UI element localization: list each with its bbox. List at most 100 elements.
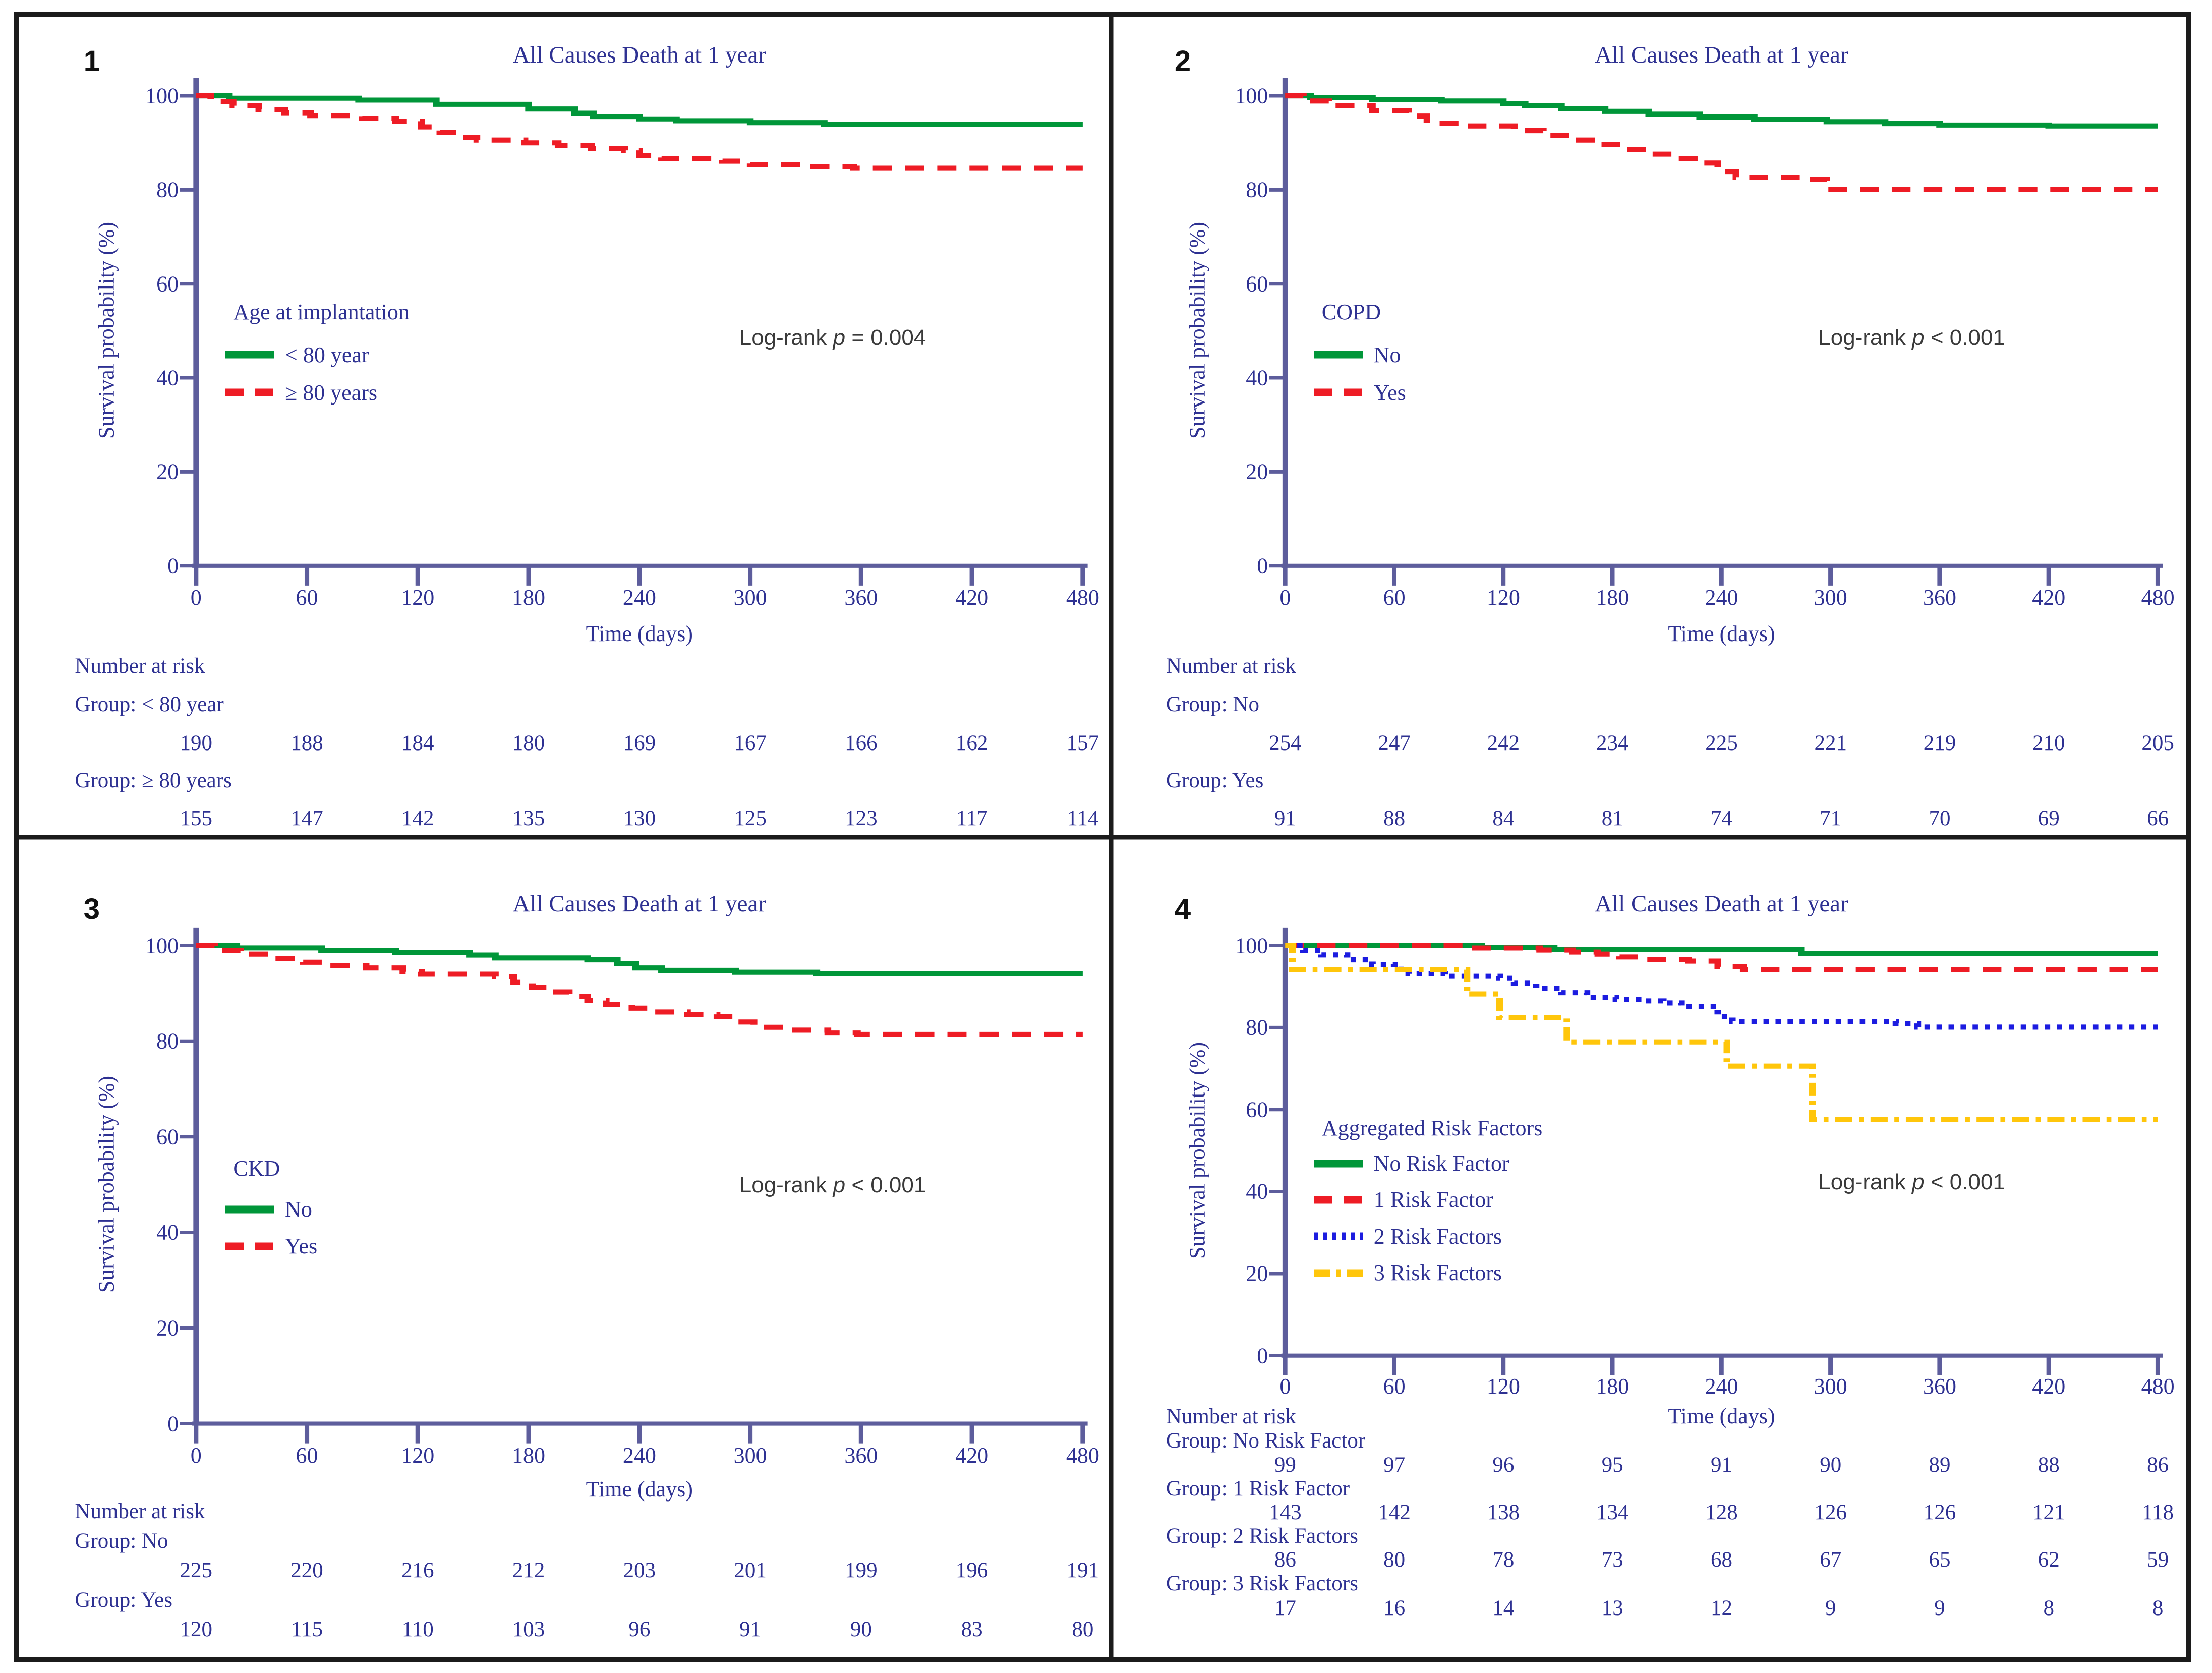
x-tick-label: 420 xyxy=(2032,1374,2066,1399)
risk-count: 143 xyxy=(1269,1500,1302,1524)
risk-count: 73 xyxy=(1601,1548,1623,1572)
risk-count: 69 xyxy=(2038,806,2060,831)
y-tick-label: 40 xyxy=(1246,365,1268,390)
x-tick-label: 480 xyxy=(1066,585,1099,610)
risk-count: 254 xyxy=(1269,731,1302,755)
risk-count: 74 xyxy=(1710,806,1732,831)
risk-count: 234 xyxy=(1596,731,1629,755)
number-at-risk-heading: Number at risk xyxy=(1166,654,1296,678)
panel-number: 4 xyxy=(1174,892,1191,926)
risk-count: 71 xyxy=(1820,806,1842,831)
x-tick-label: 480 xyxy=(2141,1374,2175,1399)
risk-count: 190 xyxy=(180,731,213,755)
x-tick-label: 120 xyxy=(401,1443,435,1468)
axis-ticks xyxy=(1269,944,2161,1375)
x-tick-label: 180 xyxy=(1596,1374,1629,1399)
risk-count: 201 xyxy=(734,1559,767,1583)
risk-count: 180 xyxy=(512,731,545,755)
risk-count: 9 xyxy=(1825,1596,1836,1621)
y-tick-label: 40 xyxy=(156,365,179,390)
risk-count: 114 xyxy=(1067,806,1099,831)
y-tick-label: 80 xyxy=(1246,177,1268,202)
survival-curve-0 xyxy=(196,943,1083,976)
logrank-annotation: Log-rank p < 0.001 xyxy=(1818,325,2005,351)
legend-line-swatch xyxy=(225,388,274,396)
y-tick-label: 20 xyxy=(156,1315,179,1341)
x-tick-label: 120 xyxy=(1486,1374,1520,1399)
legend-label: No Risk Factor xyxy=(1373,1151,1509,1176)
risk-count: 115 xyxy=(291,1618,323,1642)
risk-count: 121 xyxy=(2032,1500,2065,1524)
risk-count: 80 xyxy=(1072,1618,1094,1642)
risk-count: 80 xyxy=(1383,1548,1406,1572)
risk-count: 91 xyxy=(1274,806,1296,831)
risk-count: 142 xyxy=(401,806,434,831)
x-tick-label: 60 xyxy=(296,585,318,610)
risk-count: 212 xyxy=(512,1559,545,1583)
risk-count-row: 120 115 110 103 96 91 90 83 80 xyxy=(19,1617,1111,1642)
panel-copd: 2 All Causes Death at 1 year Survival pr… xyxy=(1111,17,2186,837)
panel-aggregated-risk-factors: 4 All Causes Death at 1 year Survival pr… xyxy=(1111,837,2186,1657)
x-tick-label: 240 xyxy=(1705,585,1738,610)
risk-count: 220 xyxy=(290,1559,323,1583)
survival-curve-1 xyxy=(1285,943,2158,972)
risk-count: 86 xyxy=(1274,1548,1296,1572)
legend-entry: 3 Risk Factors xyxy=(1313,1260,1502,1286)
axis-ticks xyxy=(180,944,1085,1444)
risk-count: 221 xyxy=(1814,731,1847,755)
survival-curve-3 xyxy=(1285,943,2158,1122)
risk-count-row: 190 188 184 180 169 167 166 162 157 xyxy=(19,731,1111,756)
x-axis-label: Time (days) xyxy=(1668,621,1775,646)
risk-group-label: Group: 2 Risk Factors xyxy=(1166,1524,1358,1548)
risk-count-row: 17 16 14 13 12 9 9 8 8 xyxy=(1111,1596,2186,1621)
legend-line-swatch xyxy=(225,1242,274,1250)
risk-group-label: Group: Yes xyxy=(1166,769,1264,793)
y-tick-label: 40 xyxy=(1246,1179,1268,1204)
axis-ticks xyxy=(1269,94,2161,586)
chart-title: All Causes Death at 1 year xyxy=(512,891,767,917)
risk-group-label: Group: ≥ 80 years xyxy=(75,769,232,793)
risk-count: 247 xyxy=(1378,731,1411,755)
x-tick-label: 300 xyxy=(733,585,767,610)
plot-area xyxy=(180,78,1088,586)
risk-count: 13 xyxy=(1601,1596,1623,1621)
legend-line-swatch xyxy=(1314,1160,1363,1168)
chart-title: All Causes Death at 1 year xyxy=(1595,42,1848,69)
risk-count: 88 xyxy=(2038,1453,2060,1477)
x-tick-label: 360 xyxy=(1923,585,1957,610)
figure-frame: 1 All Causes Death at 1 year Survival pr… xyxy=(14,12,2191,1662)
chart-title: All Causes Death at 1 year xyxy=(1595,891,1848,917)
risk-count-row: 86 80 78 73 68 67 65 62 59 xyxy=(1111,1547,2186,1573)
legend-title: Aggregated Risk Factors xyxy=(1321,1116,1543,1141)
risk-count: 118 xyxy=(2142,1500,2174,1524)
risk-count: 91 xyxy=(739,1618,762,1642)
legend-label: 3 Risk Factors xyxy=(1373,1260,1502,1286)
legend-label: No xyxy=(285,1197,312,1222)
risk-count: 83 xyxy=(961,1618,983,1642)
x-tick-label: 300 xyxy=(733,1443,767,1468)
risk-count: 157 xyxy=(1066,731,1099,755)
risk-count: 199 xyxy=(845,1559,878,1583)
y-tick-label: 20 xyxy=(156,459,179,484)
y-tick-label: 0 xyxy=(167,553,179,579)
risk-group-label: Group: Yes xyxy=(75,1588,172,1612)
risk-count: 216 xyxy=(401,1559,434,1583)
y-tick-label: 60 xyxy=(156,271,179,297)
legend-label: 2 Risk Factors xyxy=(1373,1224,1502,1249)
risk-count: 130 xyxy=(623,806,656,831)
risk-count-row: 225 220 216 212 203 201 199 196 191 xyxy=(19,1558,1111,1583)
risk-count-row: 143 142 138 134 128 126 126 121 118 xyxy=(1111,1500,2186,1525)
risk-count: 91 xyxy=(1710,1453,1732,1477)
logrank-annotation: Log-rank p < 0.001 xyxy=(739,1173,926,1198)
panel-number: 1 xyxy=(83,44,100,78)
grid-divider-horizontal xyxy=(19,835,2186,840)
x-tick-label: 240 xyxy=(622,1443,656,1468)
x-tick-label: 60 xyxy=(1383,585,1406,610)
risk-count: 126 xyxy=(1923,1500,1956,1524)
risk-count: 59 xyxy=(2147,1548,2169,1572)
legend-entry: Yes xyxy=(1313,380,1406,406)
plot-area xyxy=(1269,78,2163,586)
x-tick-label: 0 xyxy=(190,1443,202,1468)
y-tick-label: 40 xyxy=(156,1220,179,1245)
legend-label: Yes xyxy=(1373,380,1406,405)
